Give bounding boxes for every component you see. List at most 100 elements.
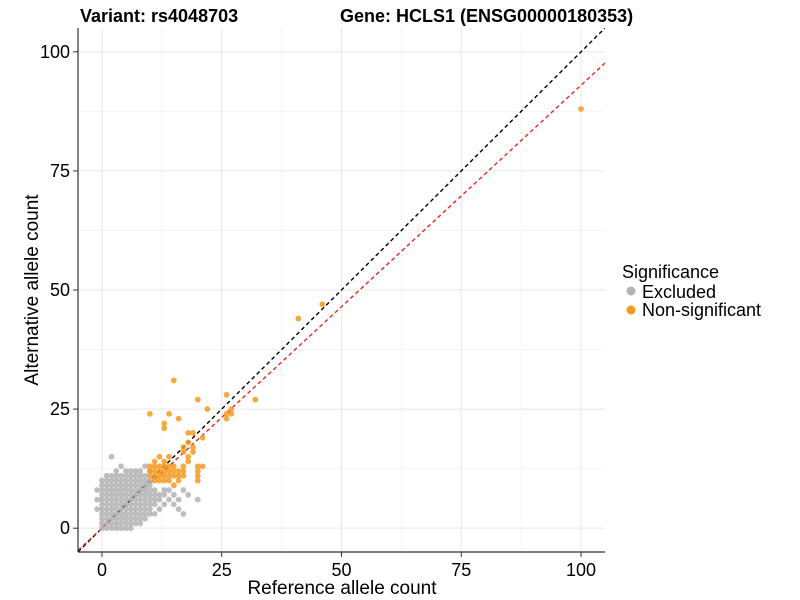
point-excluded — [127, 491, 134, 498]
point-non-significant — [175, 472, 182, 479]
point-excluded — [108, 496, 115, 503]
legend-label-non-significant: Non-significant — [642, 300, 761, 320]
point-excluded — [113, 515, 120, 522]
point-excluded — [99, 506, 105, 513]
x-axis-ticks: 0 25 50 75 100 — [97, 552, 596, 580]
point-excluded — [113, 472, 120, 479]
point-excluded — [156, 491, 163, 498]
point-excluded — [127, 510, 134, 517]
point-excluded — [127, 468, 134, 474]
point-excluded — [132, 472, 139, 479]
point-excluded — [113, 477, 120, 484]
legend-label-excluded: Excluded — [642, 282, 716, 302]
point-excluded — [99, 482, 105, 489]
chart-title-variant: Variant: rs4048703 — [80, 6, 238, 26]
point-excluded — [99, 525, 105, 532]
point-non-significant — [180, 444, 187, 451]
data-points — [94, 106, 584, 532]
point-non-significant — [156, 472, 163, 479]
point-non-significant — [185, 458, 192, 465]
point-excluded — [127, 525, 134, 532]
point-excluded — [170, 491, 177, 498]
point-non-significant — [166, 453, 172, 460]
point-non-significant — [194, 468, 201, 474]
point-excluded — [132, 520, 139, 527]
point-non-significant — [223, 410, 230, 417]
point-excluded — [146, 501, 153, 508]
point-excluded — [127, 472, 134, 479]
point-excluded — [170, 501, 177, 508]
point-non-significant — [228, 406, 235, 412]
point-non-significant — [204, 406, 211, 412]
point-excluded — [103, 525, 110, 532]
point-excluded — [142, 477, 148, 484]
point-non-significant — [151, 468, 158, 474]
point-non-significant — [151, 472, 158, 479]
point-non-significant — [146, 468, 153, 474]
point-excluded — [108, 487, 115, 493]
point-excluded — [103, 477, 110, 484]
y-axis-ticks: 0 25 50 75 100 — [40, 42, 78, 538]
x-tick-label: 50 — [331, 560, 351, 580]
point-non-significant — [151, 458, 158, 465]
point-excluded — [108, 501, 115, 508]
y-tick-label: 100 — [40, 42, 70, 62]
point-excluded — [113, 525, 120, 532]
point-non-significant — [166, 472, 172, 479]
point-excluded — [151, 501, 158, 508]
point-excluded — [103, 491, 110, 498]
point-excluded — [113, 510, 120, 517]
point-excluded — [118, 506, 125, 513]
point-excluded — [103, 472, 110, 479]
point-excluded — [127, 515, 134, 522]
point-excluded — [123, 510, 129, 517]
point-excluded — [146, 491, 153, 498]
point-excluded — [137, 501, 144, 508]
point-excluded — [94, 496, 101, 503]
point-excluded — [146, 496, 153, 503]
point-excluded — [123, 468, 129, 474]
point-non-significant — [166, 463, 172, 470]
legend: Significance Excluded Non-significant — [622, 262, 761, 320]
point-excluded — [123, 487, 129, 493]
point-excluded — [123, 491, 129, 498]
point-excluded — [118, 472, 125, 479]
point-excluded — [118, 487, 125, 493]
point-excluded — [146, 487, 153, 493]
point-excluded — [180, 487, 187, 493]
point-excluded — [151, 510, 158, 517]
point-excluded — [142, 515, 148, 522]
point-excluded — [103, 506, 110, 513]
point-excluded — [137, 468, 144, 474]
point-non-significant — [156, 468, 163, 474]
point-excluded — [185, 491, 192, 498]
point-non-significant — [161, 468, 168, 474]
point-excluded — [132, 501, 139, 508]
point-excluded — [137, 491, 144, 498]
point-excluded — [127, 506, 134, 513]
point-excluded — [137, 506, 144, 513]
point-excluded — [146, 477, 153, 484]
x-tick-label: 25 — [212, 560, 232, 580]
point-excluded — [113, 506, 120, 513]
point-excluded — [151, 491, 158, 498]
point-non-significant — [170, 472, 177, 479]
point-excluded — [113, 491, 120, 498]
point-non-significant — [156, 477, 163, 484]
point-excluded — [108, 515, 115, 522]
point-excluded — [161, 487, 168, 493]
point-excluded — [132, 482, 139, 489]
point-non-significant — [319, 301, 326, 308]
point-excluded — [132, 468, 139, 474]
point-non-significant — [185, 430, 192, 436]
point-excluded — [99, 477, 105, 484]
point-non-significant — [578, 106, 584, 112]
point-excluded — [137, 482, 144, 489]
point-non-significant — [223, 415, 230, 422]
point-excluded — [123, 520, 129, 527]
point-excluded — [142, 472, 148, 479]
x-tick-label: 75 — [451, 560, 471, 580]
point-excluded — [123, 506, 129, 513]
point-non-significant — [151, 463, 158, 470]
